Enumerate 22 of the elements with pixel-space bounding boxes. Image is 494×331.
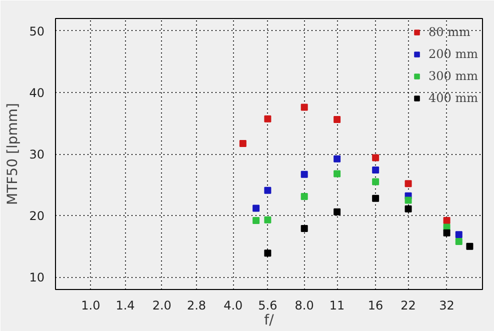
legend-label: 200 mm: [428, 47, 478, 61]
legend-label: 400 mm: [428, 91, 478, 105]
x-tick-label: 5.6: [258, 298, 278, 312]
y-tick-label: 10: [29, 270, 45, 285]
x-tick-label: 1.4: [116, 298, 135, 312]
x-tick-label: 2.0: [152, 298, 172, 312]
x-axis-title: f/: [264, 312, 274, 328]
x-tick-label: 11: [329, 298, 345, 312]
x-tick-label: 2.8: [186, 298, 206, 312]
x-tick-label: 22: [400, 298, 416, 312]
legend-label: 300 mm: [428, 69, 478, 83]
y-axis-title: MTF50 [lpmm]: [5, 103, 22, 205]
x-tick-label: 8.0: [294, 298, 314, 312]
x-tick-label: 32: [439, 298, 454, 312]
x-tick-label: 16: [368, 298, 384, 312]
y-tick-label: 50: [29, 24, 45, 38]
x-tick-label: 4.0: [224, 298, 243, 312]
y-tick-label: 20: [29, 209, 45, 224]
y-tick-label: 40: [29, 86, 45, 100]
x-tick-label: 1.0: [81, 298, 100, 312]
legend-label: 80 mm: [428, 25, 470, 39]
y-tick-label: 30: [29, 148, 45, 162]
